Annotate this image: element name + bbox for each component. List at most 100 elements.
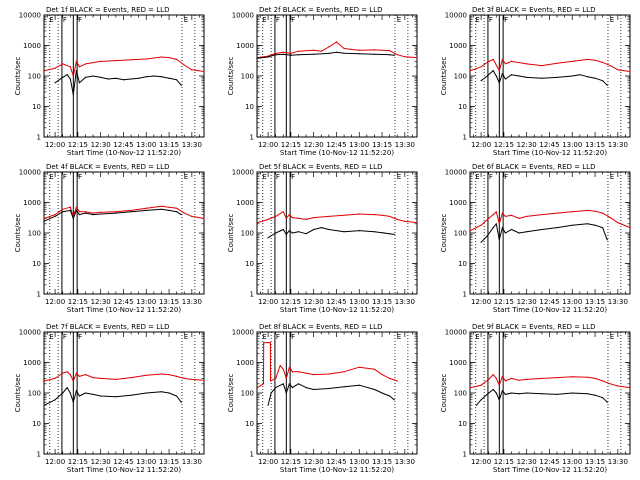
- x-tick-label: 12:45: [326, 458, 346, 466]
- data-point-lld: [313, 49, 315, 51]
- x-tick-label: 13:15: [372, 298, 392, 306]
- chart-title: Det 2f BLACK = Events, RED = LLD: [259, 6, 382, 14]
- flag-marker-label: E: [184, 173, 188, 181]
- data-point-events: [270, 392, 272, 394]
- data-point-events: [305, 233, 307, 235]
- x-tick-label: 13:15: [585, 458, 605, 466]
- flag-marker-label: E: [475, 16, 479, 24]
- data-point-events: [256, 57, 259, 59]
- data-point-lld: [92, 212, 94, 214]
- data-point-events: [153, 75, 155, 77]
- data-point-lld: [262, 383, 265, 385]
- data-point-lld: [328, 46, 330, 48]
- y-tick-label: 1000: [449, 199, 467, 207]
- data-point-events: [92, 214, 94, 216]
- data-point-events: [486, 235, 488, 237]
- data-point-events: [328, 52, 330, 55]
- series-line-lld: [257, 342, 398, 389]
- data-point-lld: [396, 218, 398, 220]
- data-point-lld: [492, 58, 494, 61]
- data-point-events: [180, 214, 182, 216]
- data-point-lld: [381, 214, 383, 216]
- data-point-events: [160, 391, 163, 393]
- data-point-lld: [282, 368, 284, 370]
- data-point-lld: [586, 209, 589, 211]
- x-tick-label: 13:15: [159, 458, 179, 466]
- data-point-lld: [288, 214, 290, 216]
- data-point-lld: [54, 214, 56, 216]
- x-tick-label: 12:45: [326, 141, 346, 149]
- data-point-lld: [256, 387, 259, 389]
- data-point-lld: [510, 377, 513, 379]
- data-point-events: [358, 384, 360, 386]
- y-tick-label: 100: [454, 73, 467, 81]
- y-tick-label: 1: [37, 291, 41, 299]
- data-point-events: [495, 392, 497, 394]
- y-tick-label: 10: [245, 260, 254, 268]
- data-point-events: [72, 401, 74, 403]
- data-point-events: [160, 76, 163, 78]
- data-point-events: [43, 220, 46, 222]
- data-point-events: [492, 70, 494, 72]
- data-point-lld: [78, 211, 80, 213]
- x-tick-label: 12:45: [113, 141, 133, 149]
- data-point-events: [100, 76, 102, 78]
- data-point-lld: [498, 223, 500, 225]
- x-tick-label: 13:30: [608, 141, 628, 149]
- data-point-lld: [492, 214, 494, 216]
- y-tick-label: 1000: [236, 359, 254, 367]
- data-point-events: [115, 77, 117, 79]
- x-tick-label: 13:30: [395, 141, 415, 149]
- chart-panel-1: Det 1f BLACK = Events, RED = LLD 1 10 100 10…: [14, 6, 205, 157]
- data-point-lld: [469, 230, 472, 232]
- chart-title: Det 1f BLACK = Events, RED = LLD: [46, 6, 169, 14]
- series-line-events: [476, 389, 608, 406]
- y-axis-label: Counts/sec: [14, 374, 22, 413]
- flag-marker-label: F: [489, 333, 493, 341]
- data-point-events: [495, 223, 497, 225]
- data-point-lld: [288, 366, 290, 368]
- data-point-lld: [203, 379, 205, 381]
- data-point-lld: [469, 387, 472, 389]
- data-point-events: [393, 233, 395, 235]
- chart-title: Det 6f BLACK = Events, RED = LLD: [472, 163, 595, 171]
- data-point-events: [100, 395, 102, 397]
- data-point-events: [313, 53, 315, 55]
- chart-panel-3: Det 3f BLACK = Events, RED = LLD 1 10 100 10…: [440, 6, 631, 157]
- x-tick-label: 12:15: [68, 298, 88, 306]
- data-point-lld: [594, 377, 596, 379]
- data-point-events: [541, 393, 543, 395]
- flag-marker-label: E: [262, 333, 266, 341]
- data-point-events: [320, 227, 322, 229]
- y-tick-label: 1000: [236, 42, 254, 50]
- x-tick-label: 12:00: [258, 141, 278, 149]
- data-point-lld: [396, 380, 398, 382]
- flag-marker-label: F: [63, 333, 67, 341]
- series-line-lld: [470, 58, 631, 72]
- data-point-events: [305, 387, 307, 389]
- data-point-events: [526, 392, 528, 394]
- data-point-lld: [629, 387, 631, 389]
- data-point-events: [389, 233, 391, 235]
- data-point-lld: [160, 205, 163, 207]
- data-point-lld: [203, 217, 205, 219]
- data-point-events: [62, 76, 64, 78]
- data-point-events: [586, 223, 589, 225]
- y-tick-label: 1: [463, 451, 467, 459]
- y-tick-label: 100: [241, 230, 254, 238]
- data-point-lld: [176, 375, 178, 377]
- data-point-events: [145, 209, 147, 211]
- x-axis-label: Start Time (10-Nov-12 11:52:20): [67, 306, 181, 314]
- data-point-lld: [256, 222, 259, 224]
- y-tick-label: 10: [458, 103, 467, 111]
- flag-marker-label: F: [291, 16, 295, 24]
- data-point-lld: [176, 58, 178, 61]
- data-point-lld: [469, 70, 472, 72]
- data-point-events: [313, 228, 315, 231]
- chart-panel-8: Det 8f BLACK = Events, RED = LLD 1 10 100 10…: [227, 323, 418, 474]
- y-tick-label: 10000: [232, 169, 254, 177]
- data-point-lld: [54, 377, 56, 379]
- x-tick-label: 12:15: [281, 458, 301, 466]
- data-point-lld: [335, 41, 338, 43]
- data-point-lld: [389, 377, 391, 379]
